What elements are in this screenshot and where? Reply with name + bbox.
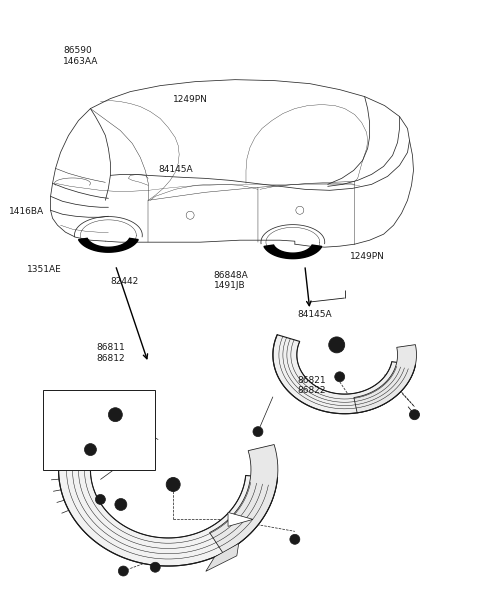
Circle shape: [87, 447, 94, 452]
Polygon shape: [273, 335, 415, 413]
Text: 86811
86812: 86811 86812: [96, 344, 125, 363]
Text: 82442: 82442: [111, 277, 139, 286]
Polygon shape: [264, 245, 322, 258]
Circle shape: [253, 427, 263, 437]
Polygon shape: [354, 345, 417, 413]
Circle shape: [255, 429, 261, 434]
Text: 1416BA: 1416BA: [9, 207, 45, 216]
Text: 1351AE: 1351AE: [27, 264, 62, 274]
Circle shape: [335, 372, 345, 382]
Text: 84145A: 84145A: [158, 165, 193, 173]
Text: 86590
1463AA: 86590 1463AA: [63, 46, 98, 66]
Text: 86821
86822: 86821 86822: [298, 376, 326, 395]
Circle shape: [118, 502, 124, 508]
Circle shape: [333, 341, 341, 349]
Circle shape: [409, 410, 420, 420]
Polygon shape: [228, 513, 253, 527]
Text: 1249PN: 1249PN: [350, 252, 385, 261]
Polygon shape: [79, 238, 138, 252]
Text: 84145A: 84145A: [298, 310, 332, 319]
Circle shape: [290, 534, 300, 544]
Circle shape: [337, 375, 342, 379]
Text: 1249PN: 1249PN: [173, 95, 208, 104]
Circle shape: [329, 337, 345, 353]
Circle shape: [112, 411, 119, 418]
Bar: [43, 390, 155, 469]
Circle shape: [108, 408, 122, 422]
Text: 86848A
1491JB: 86848A 1491JB: [214, 271, 249, 290]
Polygon shape: [210, 444, 278, 553]
Polygon shape: [59, 444, 277, 566]
Circle shape: [166, 477, 180, 491]
Circle shape: [170, 481, 177, 488]
Circle shape: [115, 499, 127, 511]
Circle shape: [119, 566, 128, 576]
Circle shape: [150, 562, 160, 572]
Circle shape: [96, 494, 106, 505]
Circle shape: [98, 497, 103, 502]
Polygon shape: [206, 544, 239, 572]
Circle shape: [84, 444, 96, 455]
